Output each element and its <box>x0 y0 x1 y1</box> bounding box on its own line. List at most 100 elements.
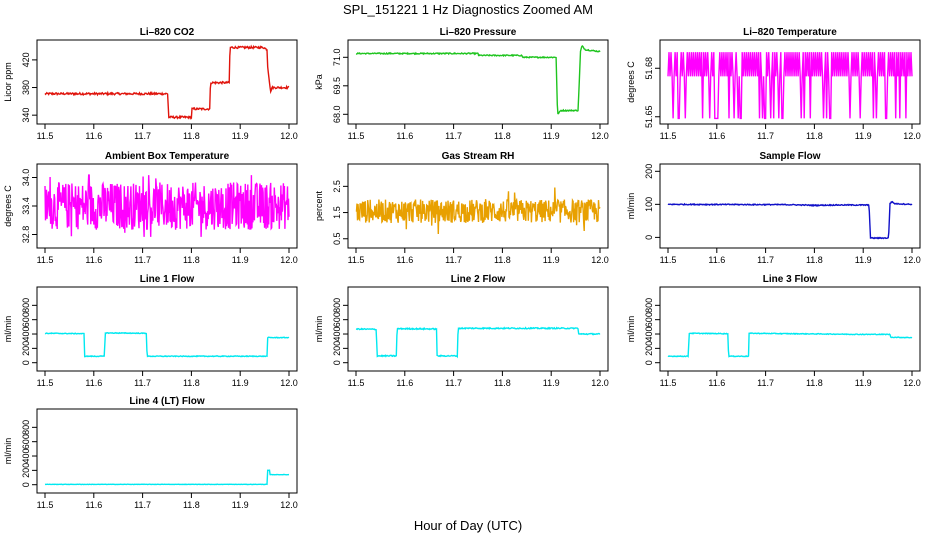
x-tick-label: 11.6 <box>85 131 102 141</box>
x-tick-label: 11.6 <box>85 255 102 265</box>
x-tick-label: 11.5 <box>660 131 677 141</box>
y-axis-title: percent <box>314 190 324 221</box>
panel-title: Line 3 Flow <box>763 274 818 285</box>
y-tick-label: 400 <box>332 327 342 342</box>
y-axis-title: kPa <box>314 74 324 90</box>
x-tick-label: 11.7 <box>445 378 462 388</box>
y-tick-label: 400 <box>21 449 31 464</box>
y-tick-label: 1.5 <box>332 206 342 219</box>
x-tick-label: 11.8 <box>806 131 823 141</box>
y-tick-label: 600 <box>21 434 31 449</box>
y-tick-label: 600 <box>644 312 654 327</box>
x-tick-label: 12.0 <box>280 255 298 265</box>
x-tick-label: 11.5 <box>37 255 54 265</box>
panel-title: Sample Flow <box>759 151 820 162</box>
panel-3: Li–820 Temperature 11.5 11.6 11.7 11.8 11.9 12… <box>626 27 921 141</box>
x-tick-label: 12.0 <box>903 131 921 141</box>
x-tick-label: 11.7 <box>134 255 151 265</box>
series-line <box>667 200 913 240</box>
x-tick-label: 12.0 <box>903 255 921 265</box>
x-tick-label: 11.8 <box>183 255 200 265</box>
series-line <box>44 44 290 120</box>
x-tick-label: 11.6 <box>708 378 725 388</box>
x-tick-label: 11.6 <box>708 131 725 141</box>
y-tick-label: 800 <box>644 298 654 313</box>
y-tick-label: 51.68 <box>644 57 654 80</box>
x-tick-label: 11.9 <box>232 131 249 141</box>
series-line <box>667 332 913 358</box>
panel-8: Line 2 Flow 11.5 11.6 11.7 11.8 11.9 12.0 0 2004… <box>314 274 609 388</box>
y-tick-label: 0 <box>332 360 342 365</box>
x-tick-label: 11.9 <box>232 378 249 388</box>
plot-frame <box>347 163 609 249</box>
y-tick-label: 51.65 <box>644 106 654 129</box>
x-tick-label: 11.8 <box>494 131 511 141</box>
series-line <box>355 45 601 115</box>
y-tick-label: 200 <box>332 341 342 356</box>
y-axis-title: ml/min <box>314 316 324 343</box>
x-tick-label: 11.8 <box>183 378 200 388</box>
x-tick-label: 11.7 <box>134 500 151 510</box>
x-tick-label: 11.7 <box>757 255 774 265</box>
plot-frame <box>36 286 298 372</box>
x-tick-label: 12.0 <box>280 378 298 388</box>
x-tick-label: 12.0 <box>591 255 609 265</box>
panel-title: Line 1 Flow <box>140 274 195 285</box>
plot-frame <box>347 39 609 125</box>
y-tick-label: 68.0 <box>332 106 342 124</box>
panel-title: Ambient Box Temperature <box>105 151 230 162</box>
x-tick-label: 11.5 <box>37 378 54 388</box>
y-tick-label: 0 <box>21 360 31 365</box>
y-tick-label: 69.5 <box>332 77 342 95</box>
panel-9: Line 3 Flow 11.5 11.6 11.7 11.8 11.9 12.0 0 2004… <box>626 274 921 388</box>
y-axis-title: degrees C <box>3 185 13 227</box>
x-tick-label: 11.7 <box>757 131 774 141</box>
x-tick-label: 11.5 <box>660 255 677 265</box>
x-tick-label: 11.8 <box>183 131 200 141</box>
x-tick-label: 11.9 <box>855 378 872 388</box>
plot-frame <box>659 286 921 372</box>
plot-frame <box>36 408 298 494</box>
y-tick-label: 0 <box>21 482 31 487</box>
x-tick-label: 11.9 <box>232 255 249 265</box>
panel-title: Li–820 Temperature <box>743 27 837 38</box>
x-tick-label: 11.8 <box>806 255 823 265</box>
series-line <box>44 469 290 486</box>
plot-frame <box>36 39 298 125</box>
series-line <box>667 52 913 120</box>
panel-2: Li–820 Pressure 11.5 11.6 11.7 11.8 11.9 12.0 6… <box>314 27 609 141</box>
x-tick-label: 11.9 <box>855 255 872 265</box>
y-tick-label: 600 <box>332 312 342 327</box>
plot-frame <box>659 39 921 125</box>
x-tick-label: 12.0 <box>280 131 298 141</box>
y-tick-label: 71.0 <box>332 49 342 67</box>
figure-title: SPL_151221 1 Hz Diagnostics Zoomed AM <box>342 2 594 17</box>
panel-title: Li–820 CO2 <box>140 27 195 38</box>
x-tick-label: 11.5 <box>348 131 365 141</box>
y-tick-label: 2.5 <box>332 180 342 193</box>
panel-6: Sample Flow 11.5 11.6 11.7 11.8 11.9 12.0 0 100 2… <box>626 151 921 265</box>
y-tick-label: 200 <box>21 463 31 478</box>
y-tick-label: 800 <box>332 298 342 313</box>
y-tick-label: 0 <box>644 360 654 365</box>
y-tick-label: 200 <box>644 341 654 356</box>
panel-title: Line 2 Flow <box>451 274 506 285</box>
x-tick-label: 11.8 <box>806 378 823 388</box>
x-tick-label: 11.5 <box>348 255 365 265</box>
y-tick-label: 0.5 <box>332 233 342 246</box>
x-tick-label: 12.0 <box>280 500 298 510</box>
panel-1: Li–820 CO2 11.5 11.6 11.7 11.8 11.9 12.0 340 380… <box>3 27 298 141</box>
x-tick-label: 11.6 <box>85 378 102 388</box>
y-tick-label: 340 <box>21 108 31 123</box>
y-axis-title: ml/min <box>626 316 636 343</box>
series-line <box>44 174 290 237</box>
y-tick-label: 0 <box>644 235 654 240</box>
series-line <box>355 326 601 359</box>
panel-4: Ambient Box Temperature 11.5 11.6 11.7 11.8 1… <box>3 151 298 265</box>
plot-frame <box>347 286 609 372</box>
y-tick-label: 34.0 <box>21 169 31 187</box>
y-tick-label: 33.4 <box>21 197 31 215</box>
x-tick-label: 11.9 <box>543 131 560 141</box>
x-tick-label: 11.7 <box>757 378 774 388</box>
